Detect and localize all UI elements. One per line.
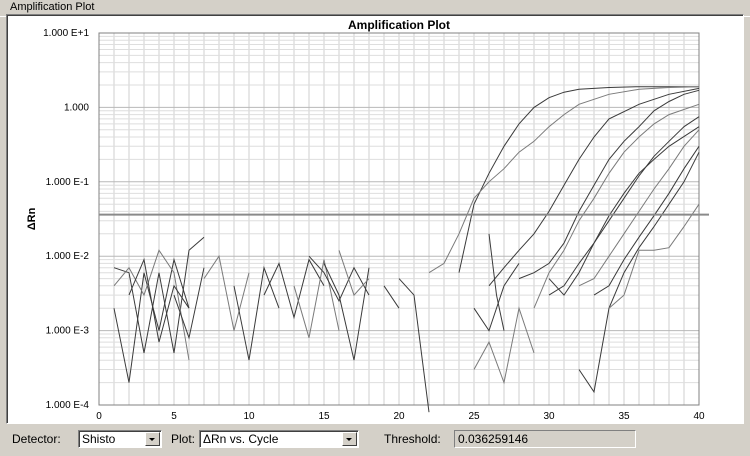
amplification-curve [593,146,700,296]
detector-dropdown-button[interactable] [145,432,160,446]
x-tick-label: 10 [243,411,255,422]
amplification-curve [113,236,205,354]
amplification-curve [473,306,535,385]
plot-label: Plot: [171,432,196,446]
window-title: Amplification Plot [10,1,95,13]
threshold-value: 0.036259146 [458,432,529,446]
amplification-curve [608,203,700,309]
amplification-curve [578,151,700,394]
amplification-curve [473,263,520,332]
amplification-curve [173,267,205,340]
plot-type-dropdown[interactable]: ΔRn vs. Cycle [199,430,359,448]
x-tick-label: 0 [96,411,102,422]
x-tick-label: 30 [543,411,555,422]
x-tick-label: 40 [693,411,705,422]
amplification-curve [338,250,370,297]
amplification-curve [533,103,700,309]
amplification-curve [458,86,699,273]
amplification-curve [128,257,190,343]
plot-type-value: ΔRn vs. Cycle [203,432,279,446]
threshold-label: Threshold: [384,432,441,446]
amplification-curve [203,254,250,331]
amplification-curve [548,116,700,296]
amplification-curve [488,87,700,287]
y-tick-label: 1.000 E+1 [43,28,89,39]
amplification-chart: 0 5 10 15 20 25 30 35 40 1.000 E+1 1.000 1.000 E-1 1… [26,18,709,423]
y-tick-label: 1.000 E-1 [46,177,90,188]
plot-panel: 0 5 10 15 20 25 30 35 40 1.000 E+1 1.000 1.000 E-1 1… [6,14,744,424]
amplification-curve [383,285,400,309]
detector-dropdown[interactable]: Shisto [78,430,162,448]
chart-title: Amplification Plot [348,18,450,32]
amplification-curve [113,249,190,361]
x-tick-label: 35 [618,411,630,422]
y-tick-label: 1.000 [64,102,89,113]
amplification-curve [308,255,370,303]
plot-type-dropdown-button[interactable] [342,432,357,446]
x-tick-label: 5 [171,411,177,422]
threshold-field[interactable]: 0.036259146 [454,430,636,448]
amplification-curve [518,89,700,280]
amplification-curve [578,129,700,287]
amplification-curve [488,233,505,331]
amplification-curve [233,265,280,361]
x-tick-label: 15 [318,411,330,422]
detector-label: Detector: [12,432,61,446]
y-tick-label: 1.000 E-4 [46,400,90,411]
amplification-curve [548,126,700,296]
y-axis-label: ΔRn [26,207,38,230]
x-axis-label: Cycle [384,422,413,423]
amplification-curve [323,263,370,361]
detector-value: Shisto [82,432,116,446]
y-tick-label: 1.000 E-3 [46,326,90,337]
plot-border [98,32,700,406]
x-tick-label: 25 [468,411,480,422]
amplification-curve [428,86,700,274]
y-tick-label: 1.000 E-2 [46,251,90,262]
x-tick-label: 20 [393,411,405,422]
chevron-down-icon [149,438,155,441]
amplification-curve [398,278,430,413]
amplification-curve [263,258,325,320]
chevron-down-icon [346,438,352,441]
bottom-toolbar: Detector: Shisto Plot: ΔRn vs. Cycle Thr… [0,426,750,456]
amplification-curve [293,259,340,338]
